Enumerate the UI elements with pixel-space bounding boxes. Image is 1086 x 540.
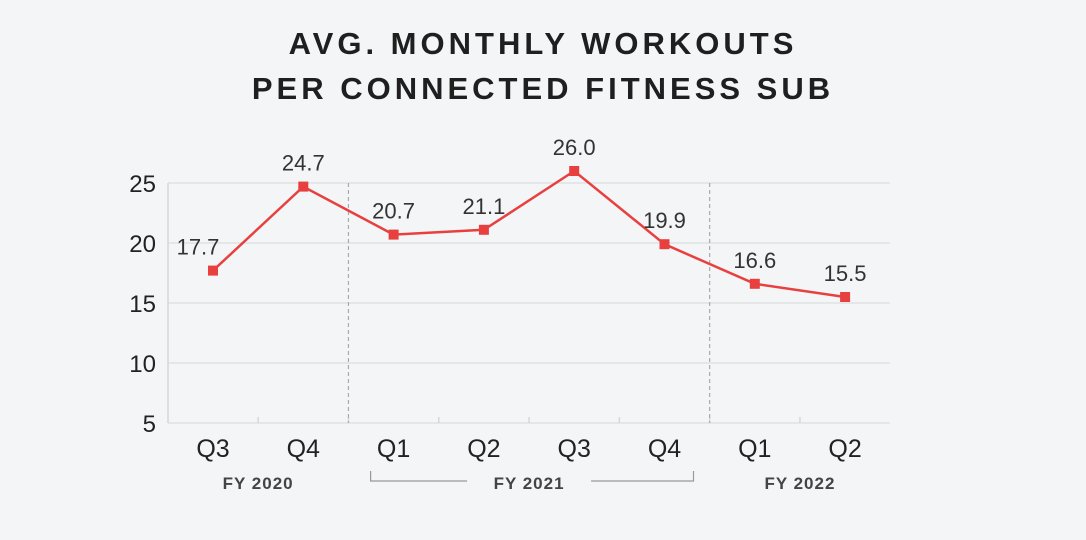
x-tick-label: Q3: [196, 435, 229, 463]
data-point: [840, 292, 851, 302]
data-label: 20.7: [372, 199, 415, 224]
data-label: 21.1: [462, 194, 505, 219]
data-point: [659, 239, 670, 250]
group-label: FY 2020: [223, 474, 294, 493]
x-tick-label: Q1: [377, 435, 410, 463]
chart-title-line-1: AVG. MONTHLY WORKOUTS: [288, 26, 798, 61]
group-label: FY 2022: [764, 474, 835, 493]
data-label: 16.6: [733, 248, 776, 273]
y-tick-label: 5: [143, 411, 156, 438]
data-label: 17.7: [177, 235, 220, 260]
x-tick-label: Q4: [648, 435, 681, 463]
data-point: [569, 166, 580, 176]
data-point: [478, 224, 489, 235]
data-label: 19.9: [643, 208, 686, 233]
data-label: 24.7: [282, 151, 325, 176]
x-tick-label: Q2: [467, 435, 500, 463]
y-tick-label: 10: [129, 351, 156, 378]
group-label: FY 2021: [494, 474, 565, 493]
data-point: [749, 278, 760, 289]
x-tick-label: Q3: [558, 435, 591, 463]
chart-title-line-2: PER CONNECTED FITNESS SUB: [251, 71, 835, 106]
data-label: 26.0: [553, 135, 596, 160]
y-tick-label: 15: [129, 291, 156, 318]
data-point: [298, 181, 309, 192]
data-point: [208, 265, 218, 276]
data-point: [388, 229, 399, 240]
x-tick-label: Q4: [287, 435, 320, 463]
series-line: [212, 169, 846, 299]
x-tick-label: Q1: [738, 435, 771, 463]
y-tick-label: 20: [129, 231, 156, 258]
group-bracket: [370, 471, 695, 482]
data-label: 15.5: [824, 261, 867, 286]
x-tick-label: Q2: [828, 435, 861, 463]
y-tick-label: 25: [129, 171, 156, 198]
